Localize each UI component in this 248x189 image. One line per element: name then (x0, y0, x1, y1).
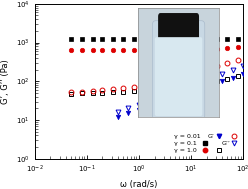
Y-axis label: G’, G’’ (Pa): G’, G’’ (Pa) (1, 59, 10, 104)
X-axis label: ω (rad/s): ω (rad/s) (120, 180, 157, 189)
FancyBboxPatch shape (152, 21, 205, 119)
FancyBboxPatch shape (158, 13, 199, 44)
Legend: γ = 0.01, γ = 0.1, γ = 1.0, G’, , , , G’’, , , : γ = 0.01, γ = 0.1, γ = 1.0, G’, , , , G’… (167, 131, 240, 156)
FancyBboxPatch shape (155, 37, 202, 116)
